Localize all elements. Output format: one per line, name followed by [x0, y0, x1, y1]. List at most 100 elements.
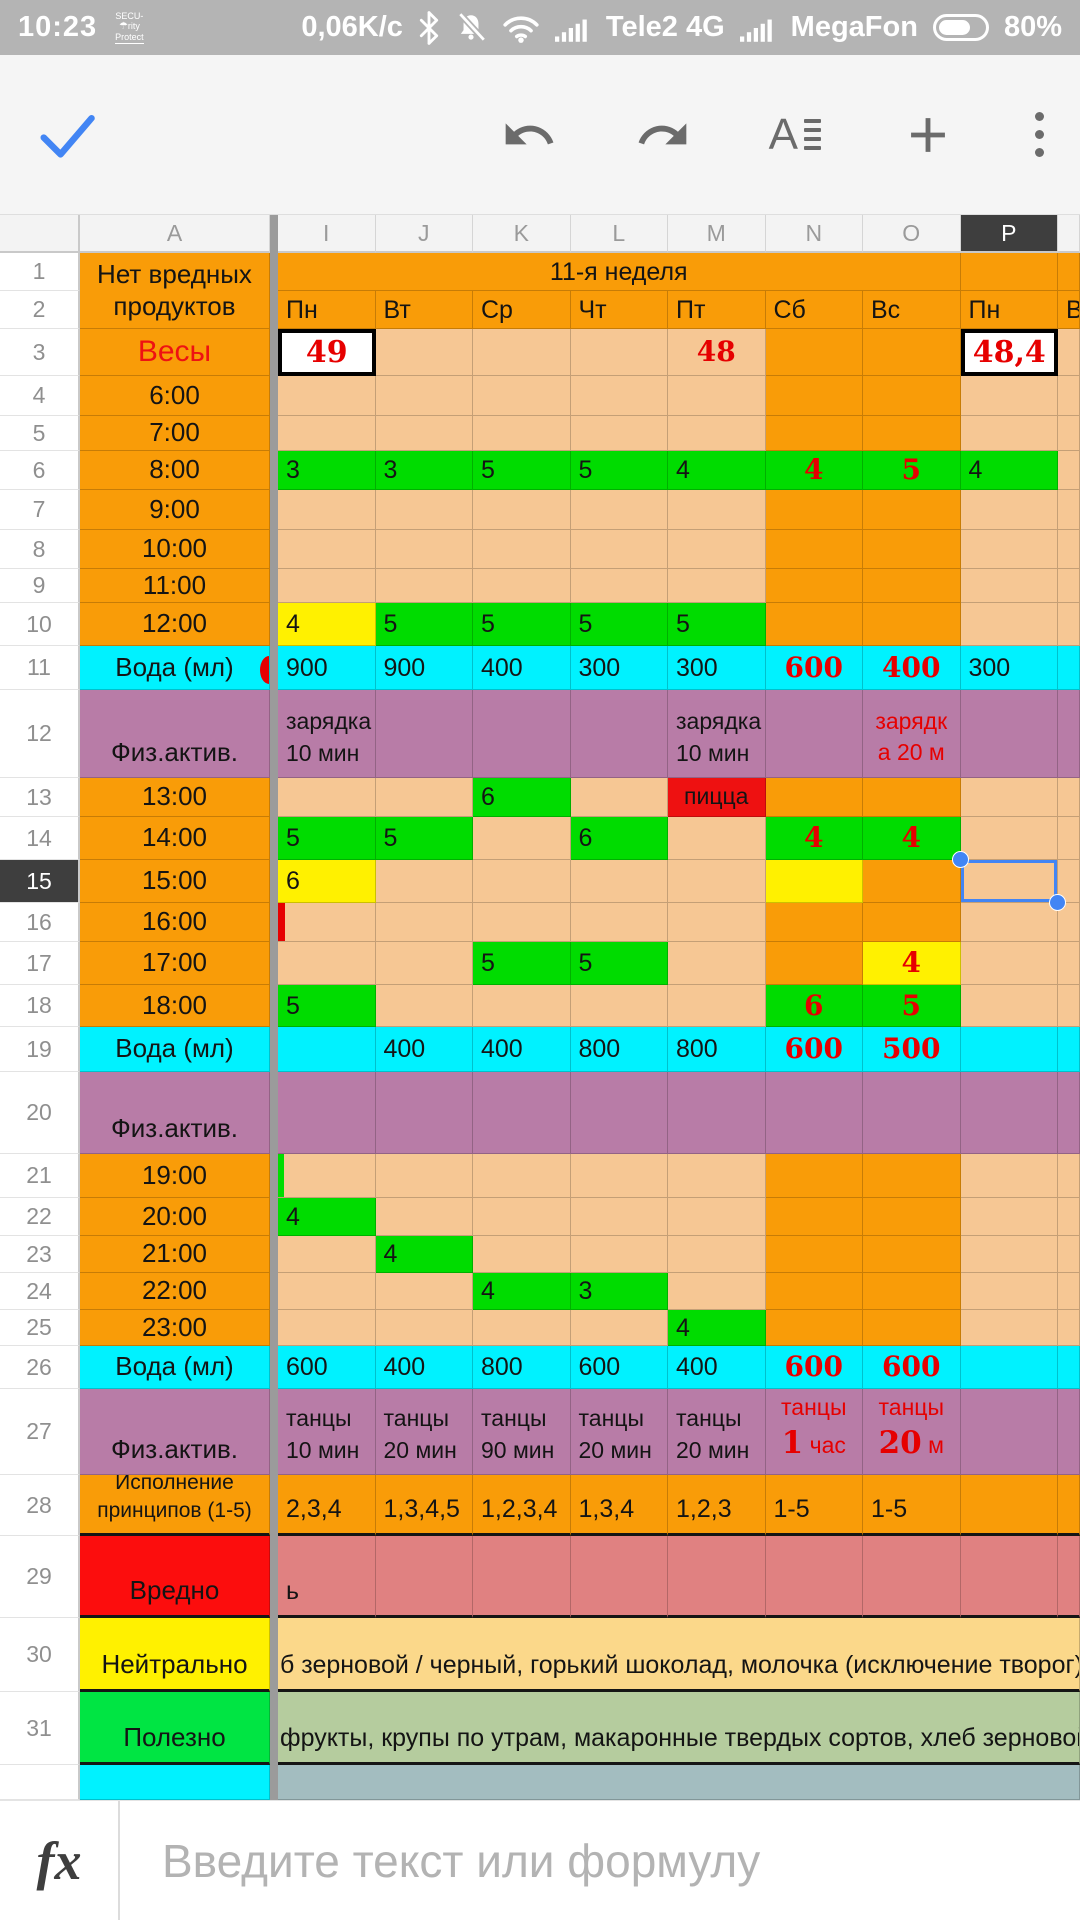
- cell-Q1[interactable]: [1058, 253, 1080, 291]
- cell-Q21[interactable]: [1058, 1154, 1080, 1198]
- cell-N6[interactable]: 4: [765, 451, 863, 490]
- cell-N22[interactable]: [765, 1198, 863, 1236]
- cell-A11[interactable]: Вода (мл): [80, 646, 270, 690]
- cell-I4[interactable]: [278, 376, 376, 416]
- cell-P14[interactable]: [960, 817, 1058, 860]
- cell-N9[interactable]: [765, 569, 863, 603]
- cell-J5[interactable]: [375, 416, 473, 451]
- row-header-26[interactable]: 26: [0, 1346, 80, 1389]
- cell-A5[interactable]: 7:00: [80, 416, 270, 451]
- cell-M25[interactable]: 4: [668, 1310, 766, 1346]
- row-header-17[interactable]: 17: [0, 942, 80, 985]
- cell-Q7[interactable]: [1058, 490, 1080, 530]
- cell-A29[interactable]: Вредно: [80, 1536, 270, 1618]
- cell-A24[interactable]: 22:00: [80, 1273, 270, 1310]
- cell-P1[interactable]: [960, 253, 1058, 291]
- cell-L23[interactable]: [570, 1236, 668, 1273]
- cell-K19[interactable]: 400: [473, 1027, 571, 1072]
- cell-P17[interactable]: [960, 942, 1058, 985]
- selection-handle-top-left[interactable]: [951, 851, 969, 868]
- cell-K18[interactable]: [473, 985, 571, 1027]
- cell-M26[interactable]: 400: [668, 1346, 766, 1389]
- row-header-22[interactable]: 22: [0, 1198, 80, 1236]
- cell-O2[interactable]: Вс: [863, 291, 961, 329]
- row-header-24[interactable]: 24: [0, 1273, 80, 1310]
- cell-J7[interactable]: [375, 490, 473, 530]
- formula-input[interactable]: Введите текст или формулу: [120, 1801, 1080, 1920]
- cell-O4[interactable]: [863, 376, 961, 416]
- cell-J26[interactable]: 400: [375, 1346, 473, 1389]
- cell-M13[interactable]: пицца: [668, 778, 766, 817]
- cell-M12[interactable]: зарядка 10 мин: [668, 690, 766, 778]
- cell-I3[interactable]: 49: [278, 329, 376, 376]
- cell-Q26[interactable]: [1058, 1346, 1080, 1389]
- cell-A12[interactable]: Физ.актив.: [80, 690, 270, 778]
- row-header-3[interactable]: 3: [0, 329, 80, 376]
- cell-K17[interactable]: 5: [473, 942, 571, 985]
- cell-I31[interactable]: фрукты, крупы по утрам, макаронные тверд…: [278, 1692, 1080, 1765]
- column-header-J[interactable]: J: [375, 215, 473, 253]
- cell-I28[interactable]: 2,3,4: [278, 1475, 376, 1536]
- cell-A16[interactable]: 16:00: [80, 903, 270, 942]
- cell-M21[interactable]: [668, 1154, 766, 1198]
- cell-J16[interactable]: [375, 903, 473, 942]
- cell-P25[interactable]: [960, 1310, 1058, 1346]
- cell-I19[interactable]: [278, 1027, 376, 1072]
- cell-O9[interactable]: [863, 569, 961, 603]
- cell-L25[interactable]: [570, 1310, 668, 1346]
- cell-A14[interactable]: 14:00: [80, 817, 270, 860]
- cell-J8[interactable]: [375, 530, 473, 569]
- cell-A8[interactable]: 10:00: [80, 530, 270, 569]
- column-header-K[interactable]: K: [473, 215, 571, 253]
- cell-N16[interactable]: [765, 903, 863, 942]
- cell-I17[interactable]: [278, 942, 376, 985]
- cell-J2[interactable]: Вт: [375, 291, 473, 329]
- row-header-15[interactable]: 15: [0, 860, 80, 903]
- cell-I18[interactable]: 5: [278, 985, 376, 1027]
- cell-A9[interactable]: 11:00: [80, 569, 270, 603]
- cell-M3[interactable]: 48: [668, 329, 766, 376]
- cell-A17[interactable]: 17:00: [80, 942, 270, 985]
- cell-J12[interactable]: [375, 690, 473, 778]
- cell-N17[interactable]: [765, 942, 863, 985]
- row-header-18[interactable]: 18: [0, 985, 80, 1027]
- cell-A15[interactable]: 15:00: [80, 860, 270, 903]
- cell-J25[interactable]: [375, 1310, 473, 1346]
- cell-L6[interactable]: 5: [570, 451, 668, 490]
- cell-Q20[interactable]: [1058, 1072, 1080, 1154]
- cell-A30[interactable]: Нейтрально: [80, 1618, 270, 1692]
- cell-K26[interactable]: 800: [473, 1346, 571, 1389]
- cell-N11[interactable]: 600: [765, 646, 863, 690]
- cell-A27[interactable]: Физ.актив.: [80, 1389, 270, 1475]
- column-header-I[interactable]: I: [278, 215, 376, 253]
- format-text-button[interactable]: A: [769, 112, 821, 157]
- cell-P22[interactable]: [960, 1198, 1058, 1236]
- cell-Q3[interactable]: [1058, 329, 1080, 376]
- cell-O15[interactable]: [863, 860, 961, 903]
- cell-N15[interactable]: [765, 860, 863, 903]
- cell-Q25[interactable]: [1058, 1310, 1080, 1346]
- cell-O25[interactable]: [863, 1310, 961, 1346]
- row-header-27[interactable]: 27: [0, 1389, 80, 1475]
- cell-Q2[interactable]: Вт: [1058, 291, 1080, 329]
- cell-Q11[interactable]: [1058, 646, 1080, 690]
- cell-K5[interactable]: [473, 416, 571, 451]
- cell-J23[interactable]: 4: [375, 1236, 473, 1273]
- row-header-28[interactable]: 28: [0, 1475, 80, 1536]
- cell-P5[interactable]: [960, 416, 1058, 451]
- cell-P21[interactable]: [960, 1154, 1058, 1198]
- cell-L14[interactable]: 6: [570, 817, 668, 860]
- cell-I16[interactable]: [278, 903, 376, 942]
- cell-M8[interactable]: [668, 530, 766, 569]
- cell-A1[interactable]: Нет вредных продуктов: [80, 253, 270, 329]
- cell-I2[interactable]: Пн: [278, 291, 376, 329]
- redo-button[interactable]: [635, 107, 691, 163]
- cell-M4[interactable]: [668, 376, 766, 416]
- cell-L8[interactable]: [570, 530, 668, 569]
- cell-L16[interactable]: [570, 903, 668, 942]
- cell-A3[interactable]: Весы: [80, 329, 270, 376]
- row-header-10[interactable]: 10: [0, 603, 80, 646]
- cell-I1[interactable]: 11-я неделя: [278, 253, 961, 291]
- cell-Q28[interactable]: [1058, 1475, 1080, 1536]
- row-header-19[interactable]: 19: [0, 1027, 80, 1072]
